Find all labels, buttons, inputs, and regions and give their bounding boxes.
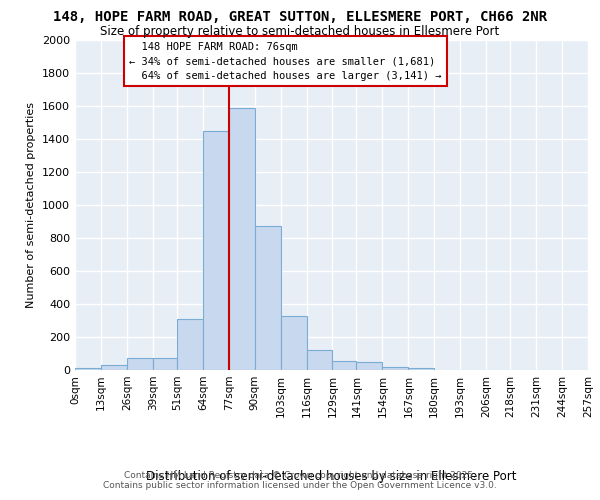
Bar: [254, 226, 281, 370]
Bar: [307, 350, 332, 370]
Bar: [101, 365, 127, 370]
Text: 148, HOPE FARM ROAD, GREAT SUTTON, ELLESMERE PORT, CH66 2NR: 148, HOPE FARM ROAD, GREAT SUTTON, ELLES…: [53, 10, 547, 24]
Bar: [229, 108, 254, 370]
Bar: [409, 368, 434, 370]
Text: Contains HM Land Registry data © Crown copyright and database right 2025.: Contains HM Land Registry data © Crown c…: [124, 471, 476, 480]
Bar: [177, 319, 203, 370]
Bar: [382, 366, 409, 370]
Bar: [75, 368, 101, 370]
X-axis label: Distribution of semi-detached houses by size in Ellesmere Port: Distribution of semi-detached houses by …: [146, 470, 517, 483]
Text: Contains public sector information licensed under the Open Government Licence v3: Contains public sector information licen…: [103, 481, 497, 490]
Bar: [203, 130, 229, 370]
Bar: [332, 361, 356, 370]
Text: 148 HOPE FARM ROAD: 76sqm
← 34% of semi-detached houses are smaller (1,681)
  64: 148 HOPE FARM ROAD: 76sqm ← 34% of semi-…: [129, 42, 442, 81]
Bar: [153, 358, 177, 370]
Y-axis label: Number of semi-detached properties: Number of semi-detached properties: [26, 102, 37, 308]
Bar: [127, 358, 153, 370]
Bar: [356, 362, 382, 370]
Bar: [281, 316, 307, 370]
Text: Size of property relative to semi-detached houses in Ellesmere Port: Size of property relative to semi-detach…: [100, 25, 500, 38]
